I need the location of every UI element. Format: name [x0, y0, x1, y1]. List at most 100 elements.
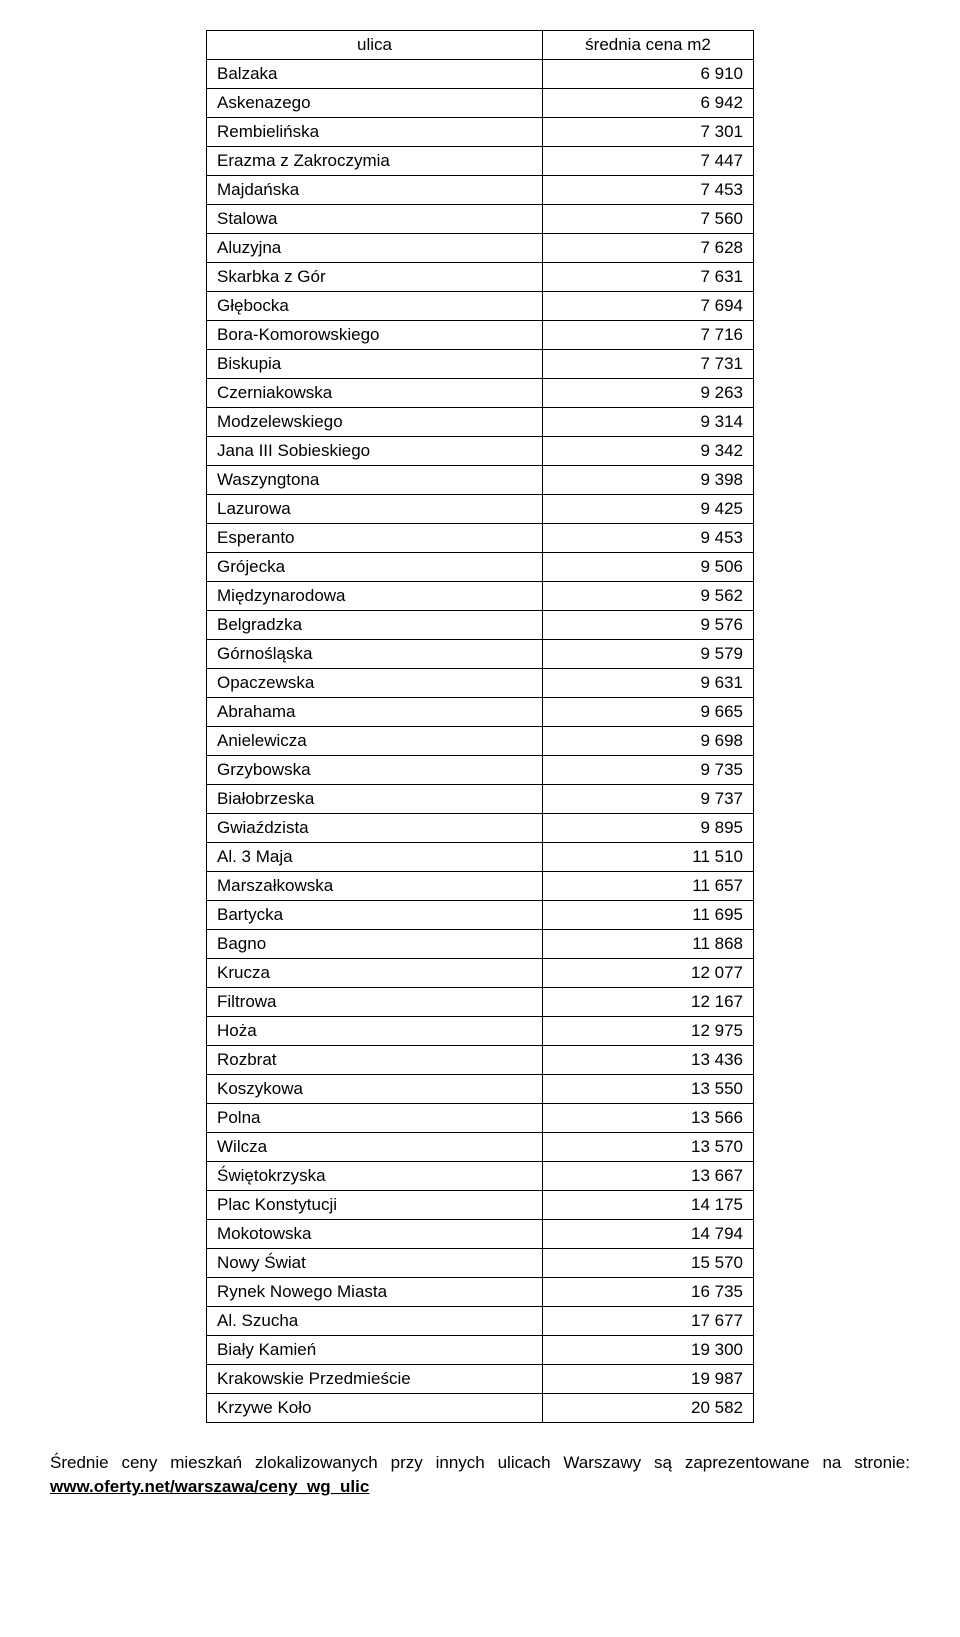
table-row: Skarbka z Gór7 631 — [207, 263, 754, 292]
street-cell: Anielewicza — [207, 727, 543, 756]
street-cell: Jana III Sobieskiego — [207, 437, 543, 466]
price-cell: 7 447 — [543, 147, 754, 176]
price-cell: 7 716 — [543, 321, 754, 350]
table-row: Świętokrzyska13 667 — [207, 1162, 754, 1191]
footer-text: Średnie ceny mieszkań zlokalizowanych pr… — [50, 1453, 910, 1472]
street-cell: Grzybowska — [207, 756, 543, 785]
price-cell: 14 175 — [543, 1191, 754, 1220]
table-row: Lazurowa9 425 — [207, 495, 754, 524]
table-row: Marszałkowska11 657 — [207, 872, 754, 901]
street-cell: Stalowa — [207, 205, 543, 234]
table-row: Bora-Komorowskiego7 716 — [207, 321, 754, 350]
table-row: Erazma z Zakroczymia7 447 — [207, 147, 754, 176]
street-cell: Krakowskie Przedmieście — [207, 1365, 543, 1394]
price-cell: 7 694 — [543, 292, 754, 321]
street-cell: Wilcza — [207, 1133, 543, 1162]
price-cell: 9 698 — [543, 727, 754, 756]
street-cell: Abrahama — [207, 698, 543, 727]
table-row: Majdańska7 453 — [207, 176, 754, 205]
footer-link[interactable]: www.oferty.net/warszawa/ceny_wg_ulic — [50, 1477, 369, 1496]
table-body: Balzaka6 910Askenazego6 942Rembielińska7… — [207, 60, 754, 1423]
table-row: Biskupia7 731 — [207, 350, 754, 379]
street-cell: Askenazego — [207, 89, 543, 118]
price-cell: 12 077 — [543, 959, 754, 988]
street-cell: Al. Szucha — [207, 1307, 543, 1336]
price-cell: 9 895 — [543, 814, 754, 843]
street-cell: Nowy Świat — [207, 1249, 543, 1278]
table-row: Abrahama9 665 — [207, 698, 754, 727]
table-row: Bagno11 868 — [207, 930, 754, 959]
price-cell: 14 794 — [543, 1220, 754, 1249]
table-row: Al. Szucha17 677 — [207, 1307, 754, 1336]
street-cell: Krucza — [207, 959, 543, 988]
table-row: Biały Kamień19 300 — [207, 1336, 754, 1365]
price-cell: 7 731 — [543, 350, 754, 379]
price-cell: 9 579 — [543, 640, 754, 669]
street-cell: Rozbrat — [207, 1046, 543, 1075]
table-row: Nowy Świat15 570 — [207, 1249, 754, 1278]
price-cell: 9 737 — [543, 785, 754, 814]
street-cell: Skarbka z Gór — [207, 263, 543, 292]
street-cell: Grójecka — [207, 553, 543, 582]
street-cell: Belgradzka — [207, 611, 543, 640]
price-cell: 9 263 — [543, 379, 754, 408]
table-row: Krakowskie Przedmieście19 987 — [207, 1365, 754, 1394]
street-cell: Koszykowa — [207, 1075, 543, 1104]
price-cell: 11 510 — [543, 843, 754, 872]
footer-paragraph: Średnie ceny mieszkań zlokalizowanych pr… — [50, 1451, 910, 1499]
table-row: Anielewicza9 698 — [207, 727, 754, 756]
table-row: Plac Konstytucji14 175 — [207, 1191, 754, 1220]
street-cell: Majdańska — [207, 176, 543, 205]
price-cell: 9 453 — [543, 524, 754, 553]
street-cell: Górnośląska — [207, 640, 543, 669]
table-row: Międzynarodowa9 562 — [207, 582, 754, 611]
price-cell: 19 300 — [543, 1336, 754, 1365]
price-cell: 13 667 — [543, 1162, 754, 1191]
street-cell: Marszałkowska — [207, 872, 543, 901]
table-row: Krucza12 077 — [207, 959, 754, 988]
street-cell: Plac Konstytucji — [207, 1191, 543, 1220]
street-cell: Biały Kamień — [207, 1336, 543, 1365]
price-cell: 9 398 — [543, 466, 754, 495]
street-cell: Filtrowa — [207, 988, 543, 1017]
price-cell: 9 665 — [543, 698, 754, 727]
table-row: Polna13 566 — [207, 1104, 754, 1133]
street-cell: Bora-Komorowskiego — [207, 321, 543, 350]
table-row: Askenazego6 942 — [207, 89, 754, 118]
price-cell: 11 695 — [543, 901, 754, 930]
street-cell: Rynek Nowego Miasta — [207, 1278, 543, 1307]
table-row: Górnośląska9 579 — [207, 640, 754, 669]
price-cell: 11 657 — [543, 872, 754, 901]
table-row: Czerniakowska9 263 — [207, 379, 754, 408]
table-row: Mokotowska14 794 — [207, 1220, 754, 1249]
price-cell: 13 570 — [543, 1133, 754, 1162]
price-cell: 13 566 — [543, 1104, 754, 1133]
street-cell: Białobrzeska — [207, 785, 543, 814]
table-row: Rozbrat13 436 — [207, 1046, 754, 1075]
street-cell: Czerniakowska — [207, 379, 543, 408]
table-row: Koszykowa13 550 — [207, 1075, 754, 1104]
street-cell: Bartycka — [207, 901, 543, 930]
street-cell: Mokotowska — [207, 1220, 543, 1249]
street-cell: Esperanto — [207, 524, 543, 553]
street-cell: Rembielińska — [207, 118, 543, 147]
street-cell: Erazma z Zakroczymia — [207, 147, 543, 176]
price-cell: 16 735 — [543, 1278, 754, 1307]
street-cell: Balzaka — [207, 60, 543, 89]
price-cell: 6 910 — [543, 60, 754, 89]
table-row: Modzelewskiego9 314 — [207, 408, 754, 437]
table-row: Filtrowa12 167 — [207, 988, 754, 1017]
price-cell: 7 631 — [543, 263, 754, 292]
table-row: Grzybowska9 735 — [207, 756, 754, 785]
price-cell: 12 975 — [543, 1017, 754, 1046]
price-cell: 9 576 — [543, 611, 754, 640]
table-row: Opaczewska9 631 — [207, 669, 754, 698]
price-cell: 9 631 — [543, 669, 754, 698]
table-row: Białobrzeska9 737 — [207, 785, 754, 814]
table-row: Bartycka11 695 — [207, 901, 754, 930]
header-street: ulica — [207, 31, 543, 60]
table-row: Stalowa7 560 — [207, 205, 754, 234]
street-cell: Polna — [207, 1104, 543, 1133]
table-row: Belgradzka9 576 — [207, 611, 754, 640]
table-row: Esperanto9 453 — [207, 524, 754, 553]
